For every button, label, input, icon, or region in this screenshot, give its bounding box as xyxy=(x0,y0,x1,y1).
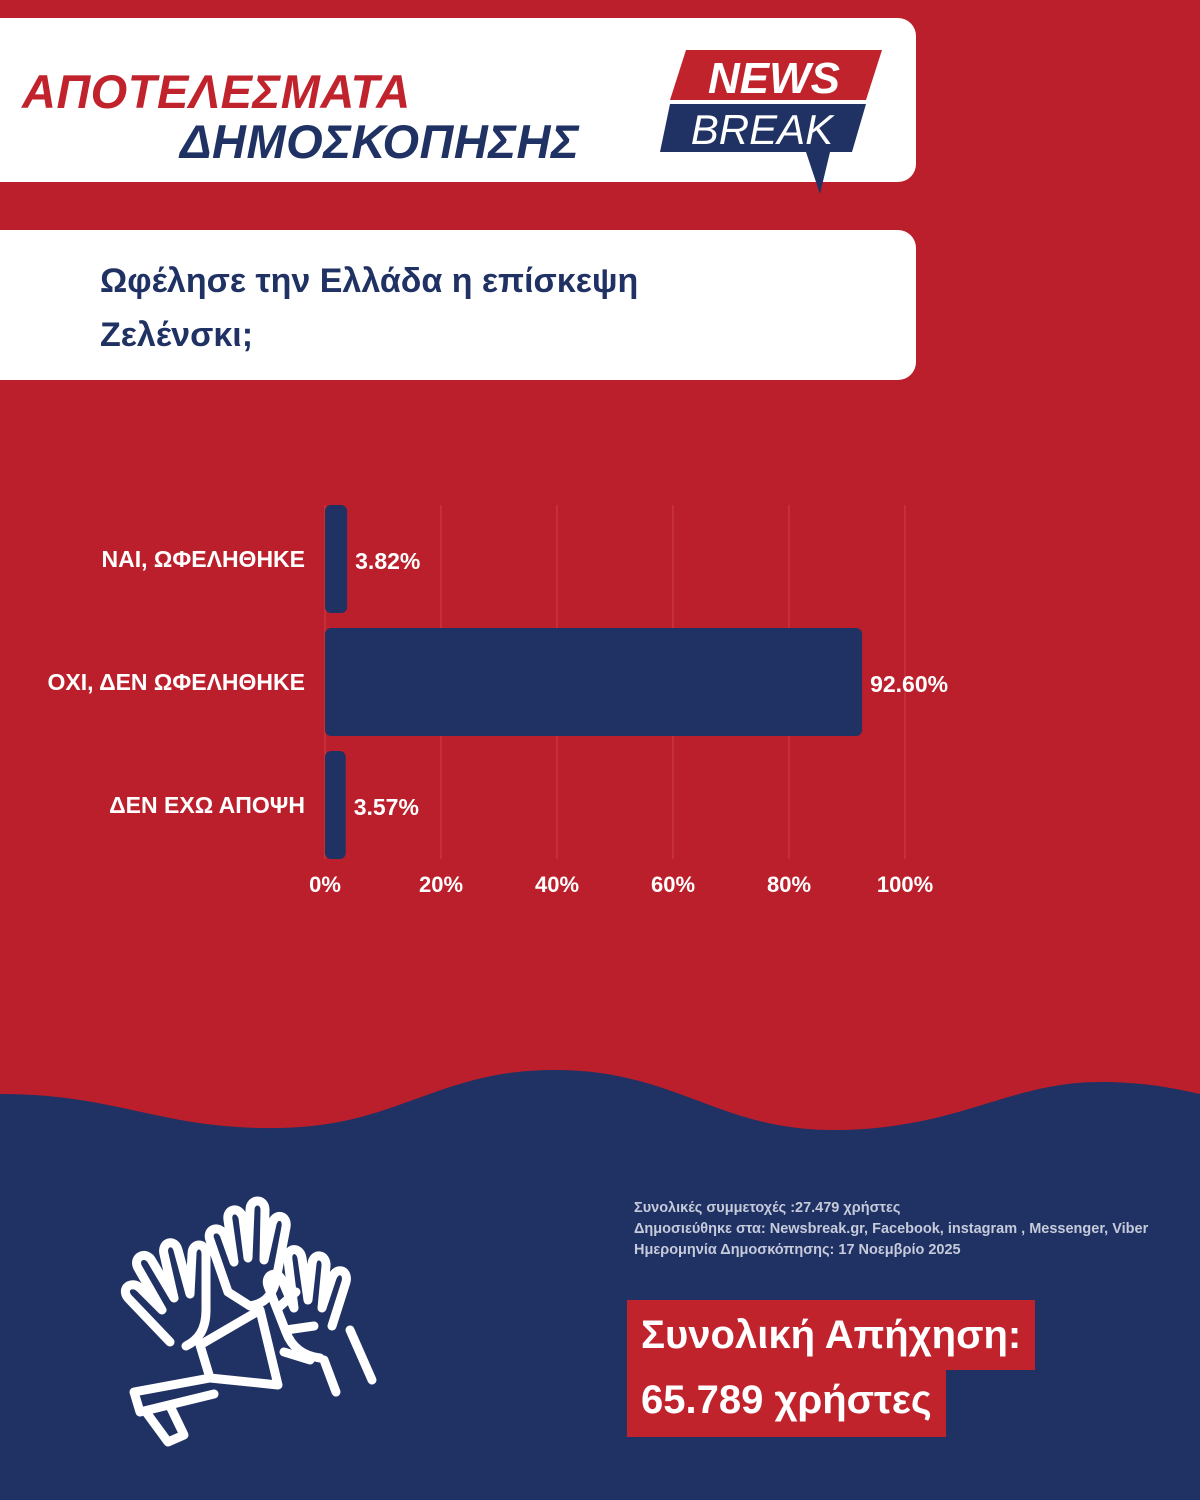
logo-word-break: BREAK xyxy=(691,106,835,153)
bar xyxy=(325,628,863,736)
participants-text: Συνολικές συμμετοχές :27.479 χρήστες xyxy=(634,1200,901,1216)
title-line2: ΔΗΜΟΣΚΟΠΗΣΗΣ xyxy=(180,115,580,168)
title-line1: ΑΠΟΤΕΛΕΣΜΑΤΑ xyxy=(22,65,411,118)
bar xyxy=(325,505,348,613)
data-label: 3.57% xyxy=(354,794,419,820)
megaphone-icon xyxy=(129,1287,319,1447)
category-label: ΟΧΙ, ΔΕΝ ΩΦΕΛΗΘΗΚΕ xyxy=(48,669,305,695)
question-card xyxy=(0,230,916,380)
total-reach-value: 65.789 χρήστες xyxy=(627,1369,946,1437)
logo-word-news: NEWS xyxy=(708,54,840,103)
x-tick-label: 20% xyxy=(419,872,463,897)
total-reach-box: Συνολική Απήχηση: 65.789 χρήστες xyxy=(627,1300,1036,1437)
x-tick-label: 80% xyxy=(767,872,811,897)
x-tick-label: 100% xyxy=(877,872,933,897)
x-tick-label: 0% xyxy=(309,872,341,897)
poll-date-text: Ημερομηνία Δημοσκόπησης: 17 Νοεμβρίο 202… xyxy=(634,1242,961,1258)
poll-question: Ωφέλησε την Ελλάδα η επίσκεψη Ζελένσκι; xyxy=(100,262,639,354)
raised-hands-icon xyxy=(120,1196,377,1397)
total-reach-label: Συνολική Απήχηση: xyxy=(627,1300,1036,1370)
published-text: Δημοσιεύθηκε στα: Newsbreak.gr, Facebook… xyxy=(634,1221,1149,1237)
data-label: 3.82% xyxy=(355,548,420,574)
poll-info: Συνολικές συμμετοχές :27.479 χρήστες Δημ… xyxy=(634,1198,1174,1261)
raised-hands-megaphone-icon xyxy=(120,1196,377,1447)
x-tick-label: 60% xyxy=(651,872,695,897)
x-tick-label: 40% xyxy=(535,872,579,897)
category-label: ΝΑΙ, ΩΦΕΛΗΘΗΚΕ xyxy=(102,546,305,572)
bar xyxy=(325,751,346,859)
data-label: 92.60% xyxy=(870,671,948,697)
category-label: ΔΕΝ ΕΧΩ ΑΠΟΨΗ xyxy=(109,792,305,818)
newsbreak-logo: NEWS BREAK xyxy=(660,50,882,194)
results-bar-chart: 0% 20% 40% 60% 80% 100% ΝΑΙ, ΩΦΕΛΗΘΗΚΕ 3.82% ΟΧΙ… xyxy=(48,505,948,897)
